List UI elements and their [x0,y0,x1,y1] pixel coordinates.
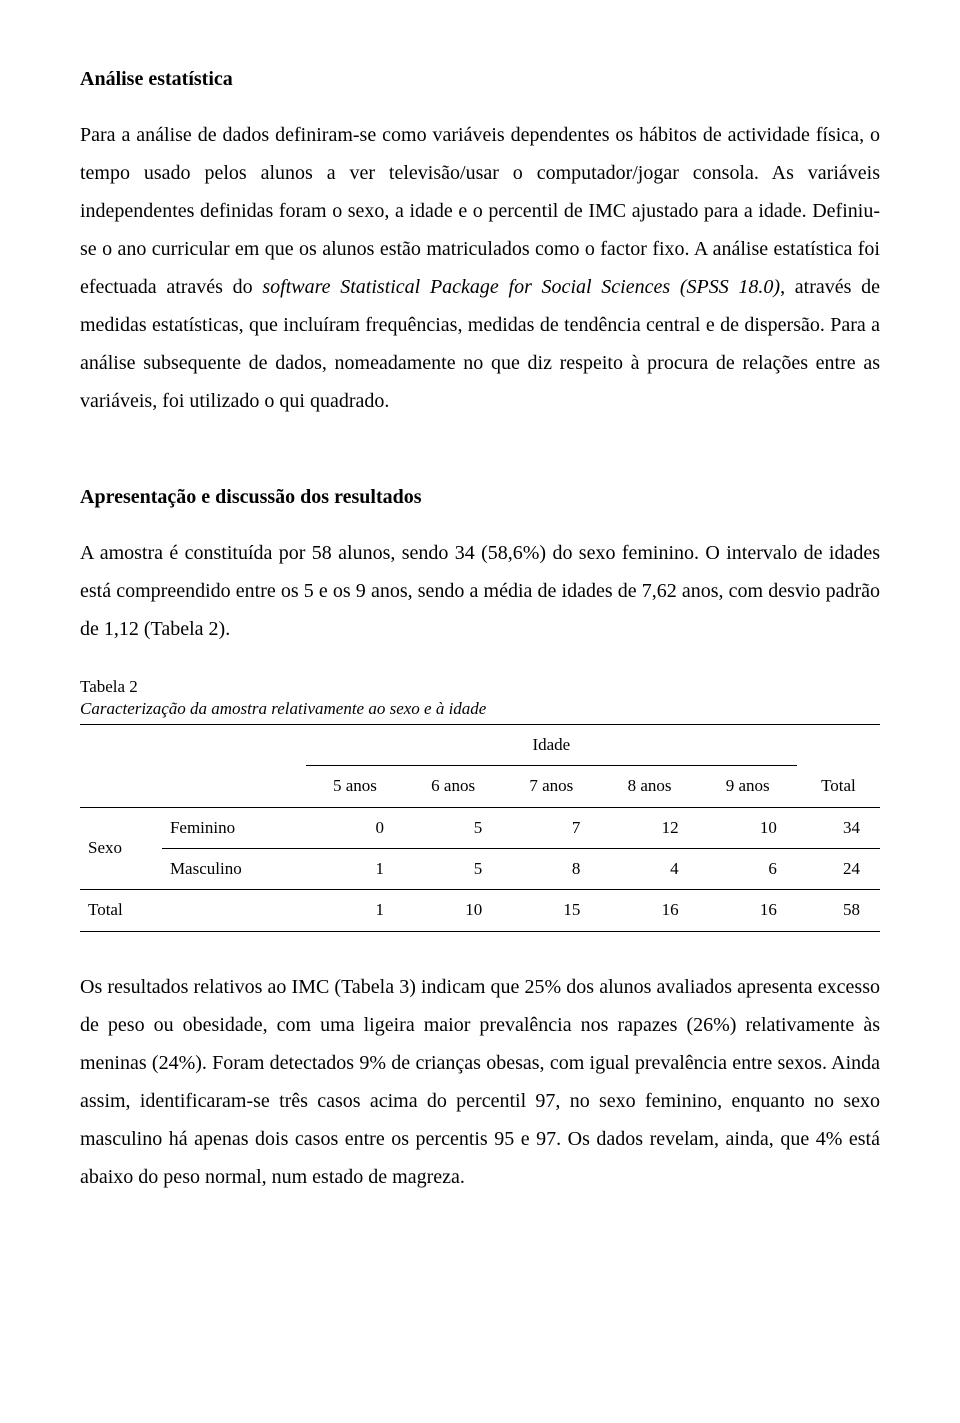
section1-p1-software: software Statistical Package for Social … [262,276,780,298]
table2-cell: 15 [502,890,600,931]
table2-cell: 7 [502,807,600,848]
table2-cell: 4 [600,849,698,890]
table2-caption: Caracterização da amostra relativamente … [80,698,880,720]
table2-cell: 10 [699,807,797,848]
table2-cell: 6 [699,849,797,890]
table2-col-5: Total [797,766,880,807]
table2-cell: 16 [600,890,698,931]
section1-heading: Análise estatística [80,60,880,98]
section1-paragraph: Para a análise de dados definiram-se com… [80,116,880,420]
table2-cell: 8 [502,849,600,890]
section2-heading: Apresentação e discussão dos resultados [80,478,880,516]
table2-total-label: Total [80,890,306,931]
table-row: Total 1 10 15 16 16 58 [80,890,880,931]
table2-cell: 12 [600,807,698,848]
table2-group-header: Idade [306,725,797,766]
table2-cell: 10 [404,890,502,931]
table2-cell: 58 [797,890,880,931]
table2-row1-label: Masculino [162,849,306,890]
table2-cell: 34 [797,807,880,848]
section2-paragraph: A amostra é constituída por 58 alunos, s… [80,534,880,648]
table2-cell: 5 [404,807,502,848]
table2-label: Tabela 2 [80,676,880,698]
table2-col-4: 9 anos [699,766,797,807]
table2-col-3: 8 anos [600,766,698,807]
table2-cell: 16 [699,890,797,931]
section3-paragraph: Os resultados relativos ao IMC (Tabela 3… [80,968,880,1196]
table2-cell: 0 [306,807,404,848]
table2-cell: 1 [306,890,404,931]
table2-rowgroup-label: Sexo [80,807,162,890]
table2: Idade 5 anos 6 anos 7 anos 8 anos 9 anos… [80,724,880,931]
table2-cell: 24 [797,849,880,890]
table2-col-2: 7 anos [502,766,600,807]
table2-cell: 5 [404,849,502,890]
table-row: Sexo Feminino 0 5 7 12 10 34 [80,807,880,848]
table-row: Masculino 1 5 8 4 6 24 [80,849,880,890]
table2-col-0: 5 anos [306,766,404,807]
table2-cell: 1 [306,849,404,890]
table2-row0-label: Feminino [162,807,306,848]
table2-col-1: 6 anos [404,766,502,807]
section1-p1-a: Para a análise de dados definiram-se com… [80,124,880,298]
table2-block: Tabela 2 Caracterização da amostra relat… [80,676,880,932]
